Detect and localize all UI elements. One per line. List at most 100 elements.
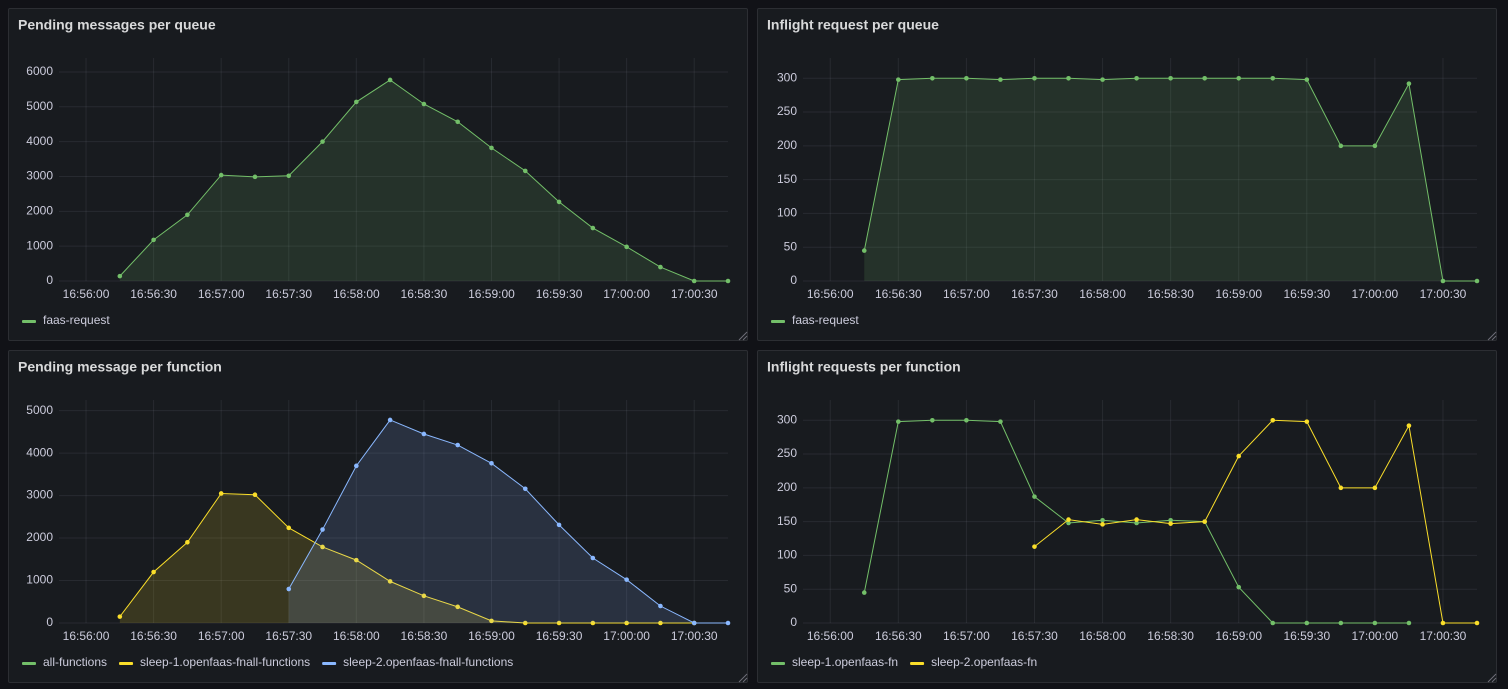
data-point xyxy=(387,417,393,423)
y-tick-label: 4000 xyxy=(26,134,53,148)
data-point xyxy=(1270,417,1276,423)
x-tick-label: 16:59:00 xyxy=(1215,287,1262,301)
legend-label: sleep-2.openfaas-fnall-functions xyxy=(343,655,513,669)
data-point xyxy=(1406,81,1412,86)
x-tick-label: 16:58:30 xyxy=(1147,287,1194,301)
data-point xyxy=(320,544,325,550)
legend-swatch xyxy=(119,662,134,665)
data-point xyxy=(1338,485,1344,491)
data-point xyxy=(1406,620,1412,626)
data-point xyxy=(556,522,562,528)
panel: Pending message per function 0 1000 2000 300… xyxy=(8,350,748,683)
panel: Pending messages per queue 0 1000 2000 3000 4… xyxy=(8,8,748,341)
data-point xyxy=(1202,75,1207,81)
data-point xyxy=(624,577,629,582)
x-tick-label: 16:57:30 xyxy=(1011,629,1058,643)
resize-handle xyxy=(1487,331,1497,341)
legend-swatch xyxy=(771,662,785,665)
data-point xyxy=(1066,75,1071,81)
data-point xyxy=(998,419,1003,424)
x-tick-label: 16:57:00 xyxy=(943,629,990,643)
data-point xyxy=(522,620,528,626)
data-point xyxy=(1304,77,1310,82)
data-point xyxy=(1338,143,1344,149)
x-tick-label: 16:59:00 xyxy=(468,629,515,643)
x-tick-label: 16:57:00 xyxy=(198,629,245,643)
x-tick-label: 16:56:00 xyxy=(63,287,110,301)
data-point xyxy=(1100,522,1105,527)
data-point xyxy=(286,525,292,531)
chart-title: Inflight request per queue xyxy=(767,17,939,33)
y-tick-label: 0 xyxy=(46,273,53,287)
data-point xyxy=(455,442,460,448)
data-point xyxy=(1270,75,1276,81)
chart: Inflight requests per function 0 50 100 150 2… xyxy=(767,359,1497,683)
x-tick-label: 17:00:30 xyxy=(671,287,718,301)
data-point xyxy=(421,593,427,599)
y-tick-label: 5000 xyxy=(26,99,53,113)
legend-label: sleep-1.openfaas-fnall-functions xyxy=(140,655,310,669)
y-tick-label: 300 xyxy=(777,412,797,426)
y-tick-label: 0 xyxy=(46,615,53,629)
data-point xyxy=(1032,494,1037,499)
legend-swatch xyxy=(322,662,337,665)
x-tick-label: 16:59:30 xyxy=(1283,629,1330,643)
legend-label: sleep-1.openfaas-fn xyxy=(792,655,898,669)
y-tick-label: 200 xyxy=(777,138,797,152)
data-point xyxy=(1440,620,1446,626)
data-point xyxy=(1066,520,1071,526)
legend-label: sleep-2.openfaas-fn xyxy=(931,655,1037,669)
data-point xyxy=(1474,278,1480,284)
data-point xyxy=(556,620,562,626)
resize-handle xyxy=(1487,673,1497,683)
legend-swatch xyxy=(771,320,785,323)
legend-swatch xyxy=(22,662,36,665)
x-tick-label: 16:56:30 xyxy=(875,629,922,643)
y-tick-label: 6000 xyxy=(26,64,53,78)
data-point xyxy=(354,463,359,469)
data-point xyxy=(1236,584,1242,590)
data-point xyxy=(624,244,629,250)
data-point xyxy=(590,555,596,561)
data-point xyxy=(489,145,494,151)
y-tick-label: 150 xyxy=(777,514,797,528)
y-tick-label: 50 xyxy=(784,581,798,595)
legend-swatch xyxy=(22,320,36,323)
y-tick-label: 0 xyxy=(790,273,797,287)
x-tick-label: 16:57:30 xyxy=(1011,287,1058,301)
x-tick-label: 16:59:00 xyxy=(1215,629,1262,643)
data-point xyxy=(387,77,393,83)
data-point xyxy=(455,119,460,125)
x-tick-label: 16:58:00 xyxy=(333,629,380,643)
y-tick-label: 50 xyxy=(784,239,798,253)
data-point xyxy=(1372,485,1378,491)
data-point xyxy=(286,173,292,179)
data-point xyxy=(1032,75,1037,81)
data-point xyxy=(896,77,901,82)
data-point xyxy=(1100,517,1105,523)
data-point xyxy=(455,604,460,610)
data-point xyxy=(1202,519,1207,524)
data-point xyxy=(320,527,325,532)
data-point xyxy=(286,586,292,592)
data-point xyxy=(725,278,731,284)
chart-title: Inflight requests per function xyxy=(767,359,961,375)
x-tick-label: 16:56:30 xyxy=(875,287,922,301)
data-point xyxy=(218,172,224,178)
data-point xyxy=(964,417,969,423)
x-tick-label: 16:56:30 xyxy=(130,629,177,643)
data-point xyxy=(590,620,596,626)
data-point xyxy=(320,139,325,144)
x-tick-label: 16:58:30 xyxy=(401,287,448,301)
y-tick-label: 1000 xyxy=(26,573,53,587)
data-point xyxy=(1304,419,1310,424)
data-point xyxy=(896,419,901,424)
x-tick-label: 16:59:30 xyxy=(536,629,583,643)
x-tick-label: 16:57:00 xyxy=(198,287,245,301)
data-point xyxy=(1236,75,1242,81)
data-point xyxy=(1440,278,1446,284)
data-point xyxy=(1134,75,1139,81)
data-point xyxy=(1168,517,1173,523)
data-point xyxy=(556,199,562,205)
data-point xyxy=(218,491,224,496)
